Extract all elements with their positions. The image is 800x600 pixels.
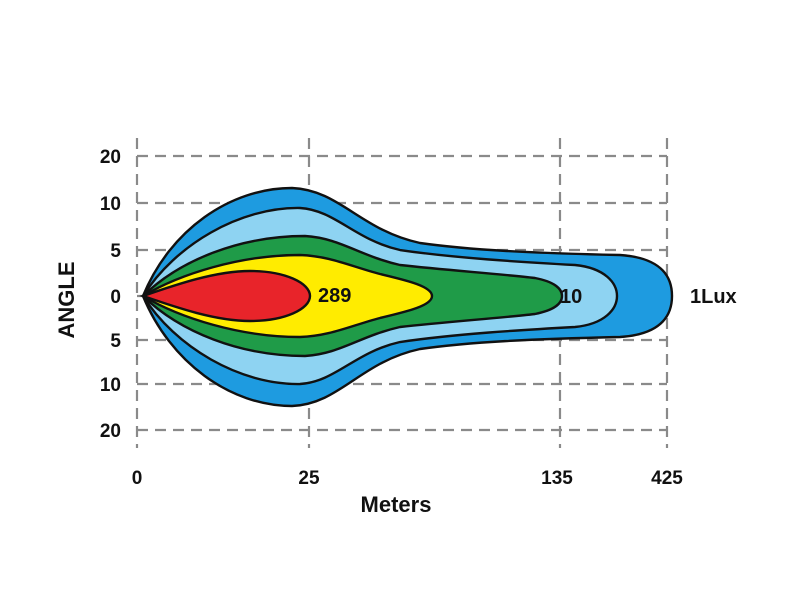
annotation-1lux: 1Lux — [690, 286, 737, 308]
zone-289lux — [139, 269, 312, 323]
y-tick-label: 20 — [100, 147, 121, 168]
y-tick-label: 5 — [110, 331, 121, 352]
y-axis-title: ANGLE — [54, 262, 79, 339]
x-tick-label: 135 — [541, 468, 573, 489]
y-tick-label: 5 — [110, 241, 121, 262]
x-tick-label: 0 — [132, 468, 143, 489]
x-tick-label: 425 — [651, 468, 683, 489]
y-tick-label: 0 — [110, 287, 121, 308]
x-axis-title: Meters — [361, 492, 432, 517]
annotation-10: 10 — [560, 286, 582, 308]
y-tick-label: 20 — [100, 421, 121, 442]
annotation-289: 289 — [318, 285, 351, 307]
x-tick-labels: 0 25 135 425 — [132, 468, 684, 489]
y-tick-label: 10 — [100, 375, 121, 396]
isolux-zones — [139, 186, 674, 408]
y-tick-label: 10 — [100, 194, 121, 215]
x-tick-label: 25 — [298, 468, 320, 489]
y-tick-labels: 20 10 5 0 5 10 20 — [100, 147, 122, 442]
